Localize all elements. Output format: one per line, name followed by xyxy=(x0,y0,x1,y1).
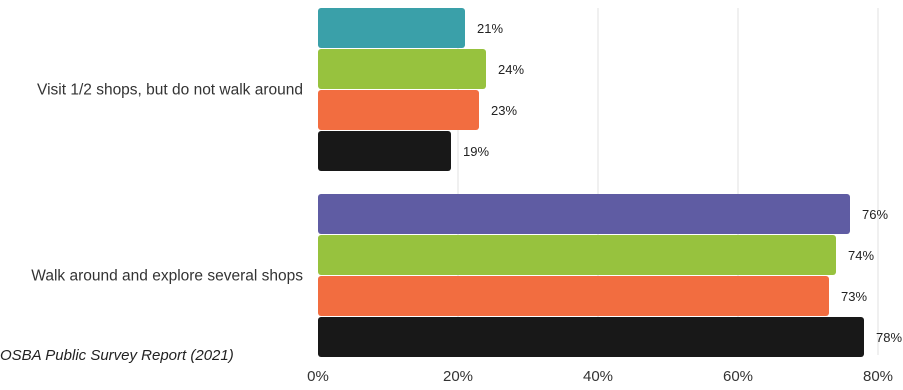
data-label: 76% xyxy=(862,207,888,222)
data-label: 73% xyxy=(841,289,867,304)
bar xyxy=(318,49,486,89)
data-label: 19% xyxy=(463,144,489,159)
x-tick-label: 80% xyxy=(863,368,893,385)
data-label: 74% xyxy=(848,248,874,263)
data-label: 23% xyxy=(491,103,517,118)
data-label: 78% xyxy=(876,330,902,345)
x-tick-label: 40% xyxy=(583,368,613,385)
bar xyxy=(318,235,836,275)
x-tick-label: 60% xyxy=(723,368,753,385)
bar xyxy=(318,8,465,48)
bar xyxy=(318,194,850,234)
bar xyxy=(318,276,829,316)
data-label: 24% xyxy=(498,62,524,77)
bar xyxy=(318,90,479,130)
category-label: Visit 1/2 shops, but do not walk around xyxy=(37,82,303,99)
bar xyxy=(318,317,864,357)
category-label: Walk around and explore several shops xyxy=(31,268,303,285)
source-note: OSBA Public Survey Report (2021) xyxy=(0,347,234,364)
data-label: 21% xyxy=(477,21,503,36)
bar xyxy=(318,131,451,171)
x-tick-label: 0% xyxy=(307,368,329,385)
x-tick-label: 20% xyxy=(443,368,473,385)
